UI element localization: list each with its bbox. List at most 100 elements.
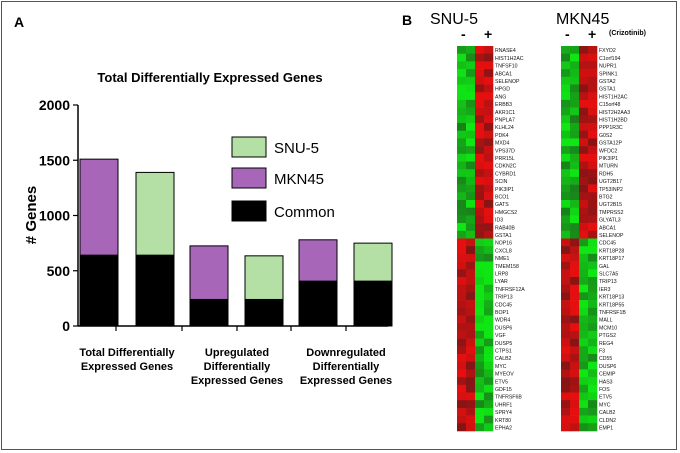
heatmap-cell [457, 315, 467, 324]
heatmap-cell [484, 338, 494, 347]
gene-label: ANG [495, 94, 506, 100]
heatmap-cell [475, 169, 485, 178]
heatmap-cell [570, 284, 580, 293]
heatmap-cell [475, 130, 485, 139]
heatmap-cell [475, 161, 485, 170]
heatmap-cell [457, 253, 467, 262]
heatmap-mkn45-plus: + [588, 26, 597, 42]
heatmap-cell [457, 384, 467, 393]
heatmap-cell [561, 130, 571, 139]
heatmap-cell [484, 130, 494, 139]
heatmap-cell [484, 369, 494, 378]
heatmap-cell [579, 300, 589, 309]
heatmap-cell [561, 176, 571, 185]
heatmap-cell [561, 138, 571, 147]
gene-label: MXD4 [495, 141, 510, 147]
bar-common [298, 280, 338, 327]
heatmap-cell [579, 69, 589, 78]
heatmap-cell [588, 407, 598, 416]
heatmap-cell [588, 415, 598, 424]
heatmap-cell [475, 277, 485, 285]
heatmap-cell [588, 153, 598, 162]
heatmap-cell [475, 423, 485, 432]
gene-label: HPGD [495, 87, 510, 93]
heatmap-cell [579, 123, 589, 131]
heatmap-cell [457, 323, 467, 332]
heatmap-cell [475, 123, 485, 131]
heatmap-cell [579, 307, 589, 316]
heatmap-cell [475, 415, 485, 424]
bar-mkn45-specific [189, 245, 229, 300]
heatmap-cell [561, 323, 571, 332]
legend-swatch-snu-5 [231, 136, 267, 158]
heatmap-cell [561, 284, 571, 293]
heatmap-cell [579, 369, 589, 378]
heatmap-cell [588, 330, 598, 339]
heatmap-cell [561, 61, 571, 70]
heatmap-cell [588, 300, 598, 309]
heatmap-cell [570, 84, 580, 93]
gene-label: CD55 [599, 356, 612, 362]
heatmap-cell [570, 161, 580, 170]
gene-label: MALL [599, 318, 613, 324]
heatmap-cell [579, 99, 589, 108]
heatmap-cell [466, 323, 476, 332]
heatmap-cell [466, 200, 476, 208]
heatmap-cell [475, 184, 485, 193]
heatmap-cell [484, 53, 494, 62]
gene-label: HIST1H2AC [495, 56, 524, 62]
heatmap-cell [561, 330, 571, 339]
heatmap-cell [484, 115, 494, 124]
gene-label: HIST1H2BD [599, 117, 628, 123]
heatmap-cell [484, 284, 494, 293]
gene-label: PTGS2 [599, 333, 616, 339]
heatmap-cell [484, 215, 494, 224]
heatmap-cell [579, 377, 589, 386]
heatmap-cell [561, 153, 571, 162]
heatmap-cell [588, 338, 598, 347]
legend-label: Common [274, 204, 335, 221]
gene-label: KRT18P28 [599, 248, 624, 254]
heatmap-cell [561, 246, 571, 255]
heatmap-cell [570, 138, 580, 147]
heatmap-cell [475, 292, 485, 301]
heatmap-cell [570, 153, 580, 162]
heatmap-cell [588, 269, 598, 278]
heatmap-cell [457, 107, 467, 116]
heatmap-cell [475, 284, 485, 293]
heatmap-cell [457, 192, 467, 201]
heatmap-cell [466, 207, 476, 216]
heatmap-mkn45-panel: FXYD2 C1orf194 NUPR1 SPINK1 GSTA2 GSTA1 HIST1H… [560, 44, 635, 435]
heatmap-cell [588, 123, 598, 131]
heatmap-cell [466, 354, 476, 362]
gene-label: LRP8 [495, 271, 508, 277]
heatmap-cell [588, 277, 598, 285]
heatmap-cell [570, 207, 580, 216]
gene-label: NME1 [495, 256, 510, 262]
heatmap-cell [457, 115, 467, 124]
heatmap-cell [561, 99, 571, 108]
heatmap-cell [457, 223, 467, 232]
heatmap-cell [588, 207, 598, 216]
heatmap-cell [561, 377, 571, 386]
heatmap-cell [561, 269, 571, 278]
heatmap-cell [475, 115, 485, 124]
heatmap-cell [561, 146, 571, 155]
heatmap-cell [457, 292, 467, 301]
heatmap-cell [484, 400, 494, 409]
heatmap-cell [475, 53, 485, 62]
heatmap-cell [570, 107, 580, 116]
heatmap-cell [457, 346, 467, 355]
heatmap-cell [466, 261, 476, 270]
gene-label: GLYATL3 [599, 218, 621, 224]
heatmap-cell [475, 300, 485, 309]
heatmap-cell [561, 69, 571, 78]
heatmap-cell [579, 323, 589, 332]
heatmap-cell [561, 369, 571, 378]
heatmap-cell [475, 369, 485, 378]
heatmap-cell [484, 307, 494, 316]
heatmap-cell [475, 176, 485, 185]
heatmap-cell [579, 415, 589, 424]
gene-label: TMEM158 [495, 264, 519, 270]
gene-label: ID3 [495, 218, 503, 224]
